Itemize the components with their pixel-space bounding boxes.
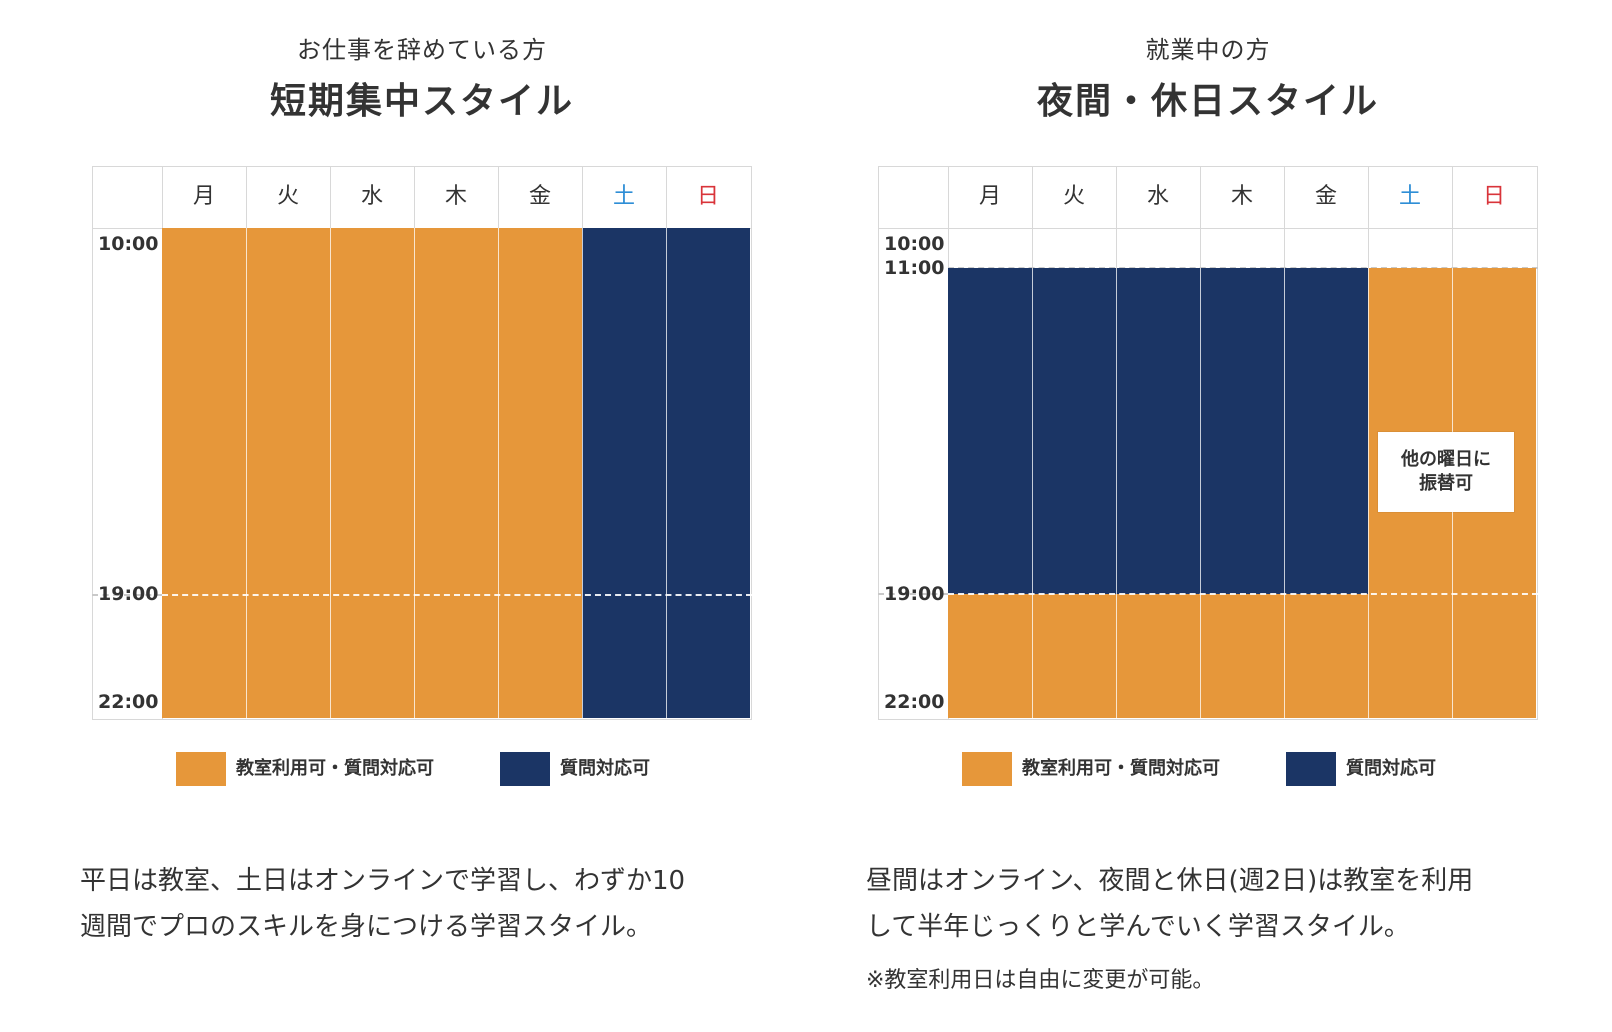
grid-line <box>330 166 331 228</box>
time-label-19: 19:00 <box>98 583 159 605</box>
legend-label-classroom: 教室利用可・質問対応可 <box>236 758 434 779</box>
column-separator <box>1368 268 1369 718</box>
time-label-19: 19:00 <box>884 583 945 605</box>
time-dashed-line <box>92 594 162 596</box>
panel-title: 短期集中スタイル <box>269 81 574 122</box>
column-separator <box>330 228 331 718</box>
day-tue: 火 <box>276 184 299 209</box>
legend-label-classroom: 教室利用可・質問対応可 <box>1022 758 1220 779</box>
grid-line <box>414 166 415 228</box>
column-separator <box>1284 268 1285 718</box>
legend-swatch-navy <box>500 752 550 786</box>
note-line: 他の曜日に <box>1401 449 1491 470</box>
weekday-question-block <box>948 268 1368 594</box>
legend-label-question: 質問対応可 <box>1346 758 1436 779</box>
day-sun: 日 <box>696 184 719 209</box>
day-wed: 水 <box>360 184 383 209</box>
schedule-grid: 月 火 水 木 金 土 日 10:00 19:00 22:00 <box>92 166 752 720</box>
panel-description: 平日は教室、土日はオンラインで学習し、わずか10 週間でプロのスキルを身につける… <box>80 858 770 950</box>
time-label-10: 10:00 <box>884 233 945 255</box>
description-line: 昼間はオンライン、夜間と休日(週2日)は教室を利用 <box>866 866 1474 896</box>
grid-line <box>878 228 1538 229</box>
grid-line <box>1032 166 1033 268</box>
grid-line <box>666 166 667 228</box>
time-dashed-line <box>878 593 948 595</box>
day-thu: 木 <box>444 184 467 209</box>
grid-line <box>1368 166 1369 268</box>
grid-line <box>1452 166 1453 268</box>
day-wed: 水 <box>1146 184 1169 209</box>
day-sun: 日 <box>1482 184 1505 209</box>
description-line: 週間でプロのスキルを身につける学習スタイル。 <box>80 912 653 942</box>
grid-line <box>1116 166 1117 268</box>
grid-line <box>246 166 247 228</box>
time-label-22: 22:00 <box>884 691 945 713</box>
day-fri: 金 <box>1314 184 1337 209</box>
day-tue: 火 <box>1062 184 1085 209</box>
panel-description: 昼間はオンライン、夜間と休日(週2日)は教室を利用 して半年じっくりと学んでいく… <box>866 858 1556 950</box>
time-label-22: 22:00 <box>98 691 159 713</box>
short-term-panel: お仕事を辞めている方 短期集中スタイル 月 火 水 木 金 土 日 <box>80 36 770 950</box>
day-mon: 月 <box>978 184 1001 209</box>
column-separator <box>1116 268 1117 718</box>
weekday-classroom-block <box>162 228 582 718</box>
grid-line <box>1284 166 1285 268</box>
column-separator <box>1200 268 1201 718</box>
panel-subtitle: お仕事を辞めている方 <box>297 36 547 64</box>
grid-line <box>498 166 499 228</box>
column-separator <box>582 228 583 718</box>
column-separator <box>1032 268 1033 718</box>
column-separator <box>666 228 667 718</box>
day-mon: 月 <box>192 184 215 209</box>
time-dashed-line <box>948 593 1538 595</box>
transfer-note: 他の曜日に 振替可 <box>1378 432 1514 512</box>
legend-swatch-navy <box>1286 752 1336 786</box>
time-label-11: 11:00 <box>884 257 945 279</box>
column-separator <box>246 228 247 718</box>
column-separator <box>498 228 499 718</box>
grid-line <box>582 166 583 228</box>
day-sat: 土 <box>1398 184 1421 209</box>
description-line: 平日は教室、土日はオンラインで学習し、わずか10 <box>80 866 686 896</box>
panel-subtitle: 就業中の方 <box>1145 36 1271 64</box>
grid-line <box>1200 166 1201 268</box>
time-label-10: 10:00 <box>98 233 159 255</box>
day-sat: 土 <box>612 184 635 209</box>
night-holiday-panel: 就業中の方 夜間・休日スタイル 月 火 水 木 金 土 日 <box>786 0 1592 1032</box>
legend-label-question: 質問対応可 <box>560 758 650 779</box>
day-thu: 木 <box>1230 184 1253 209</box>
legend-swatch-orange <box>176 752 226 786</box>
column-separator <box>414 228 415 718</box>
footnote: ※教室利用日は自由に変更が可能。 <box>866 968 1215 993</box>
weekday-night-classroom-block <box>948 594 1368 718</box>
day-fri: 金 <box>528 184 551 209</box>
time-dashed-line <box>162 594 752 596</box>
legend-swatch-orange <box>962 752 1012 786</box>
description-line: して半年じっくりと学んでいく学習スタイル。 <box>866 912 1410 942</box>
note-line: 振替可 <box>1419 473 1473 494</box>
panel-title: 夜間・休日スタイル <box>1036 81 1379 122</box>
schedule-grid: 月 火 水 木 金 土 日 他の曜日に 振替可 <box>878 166 1538 720</box>
